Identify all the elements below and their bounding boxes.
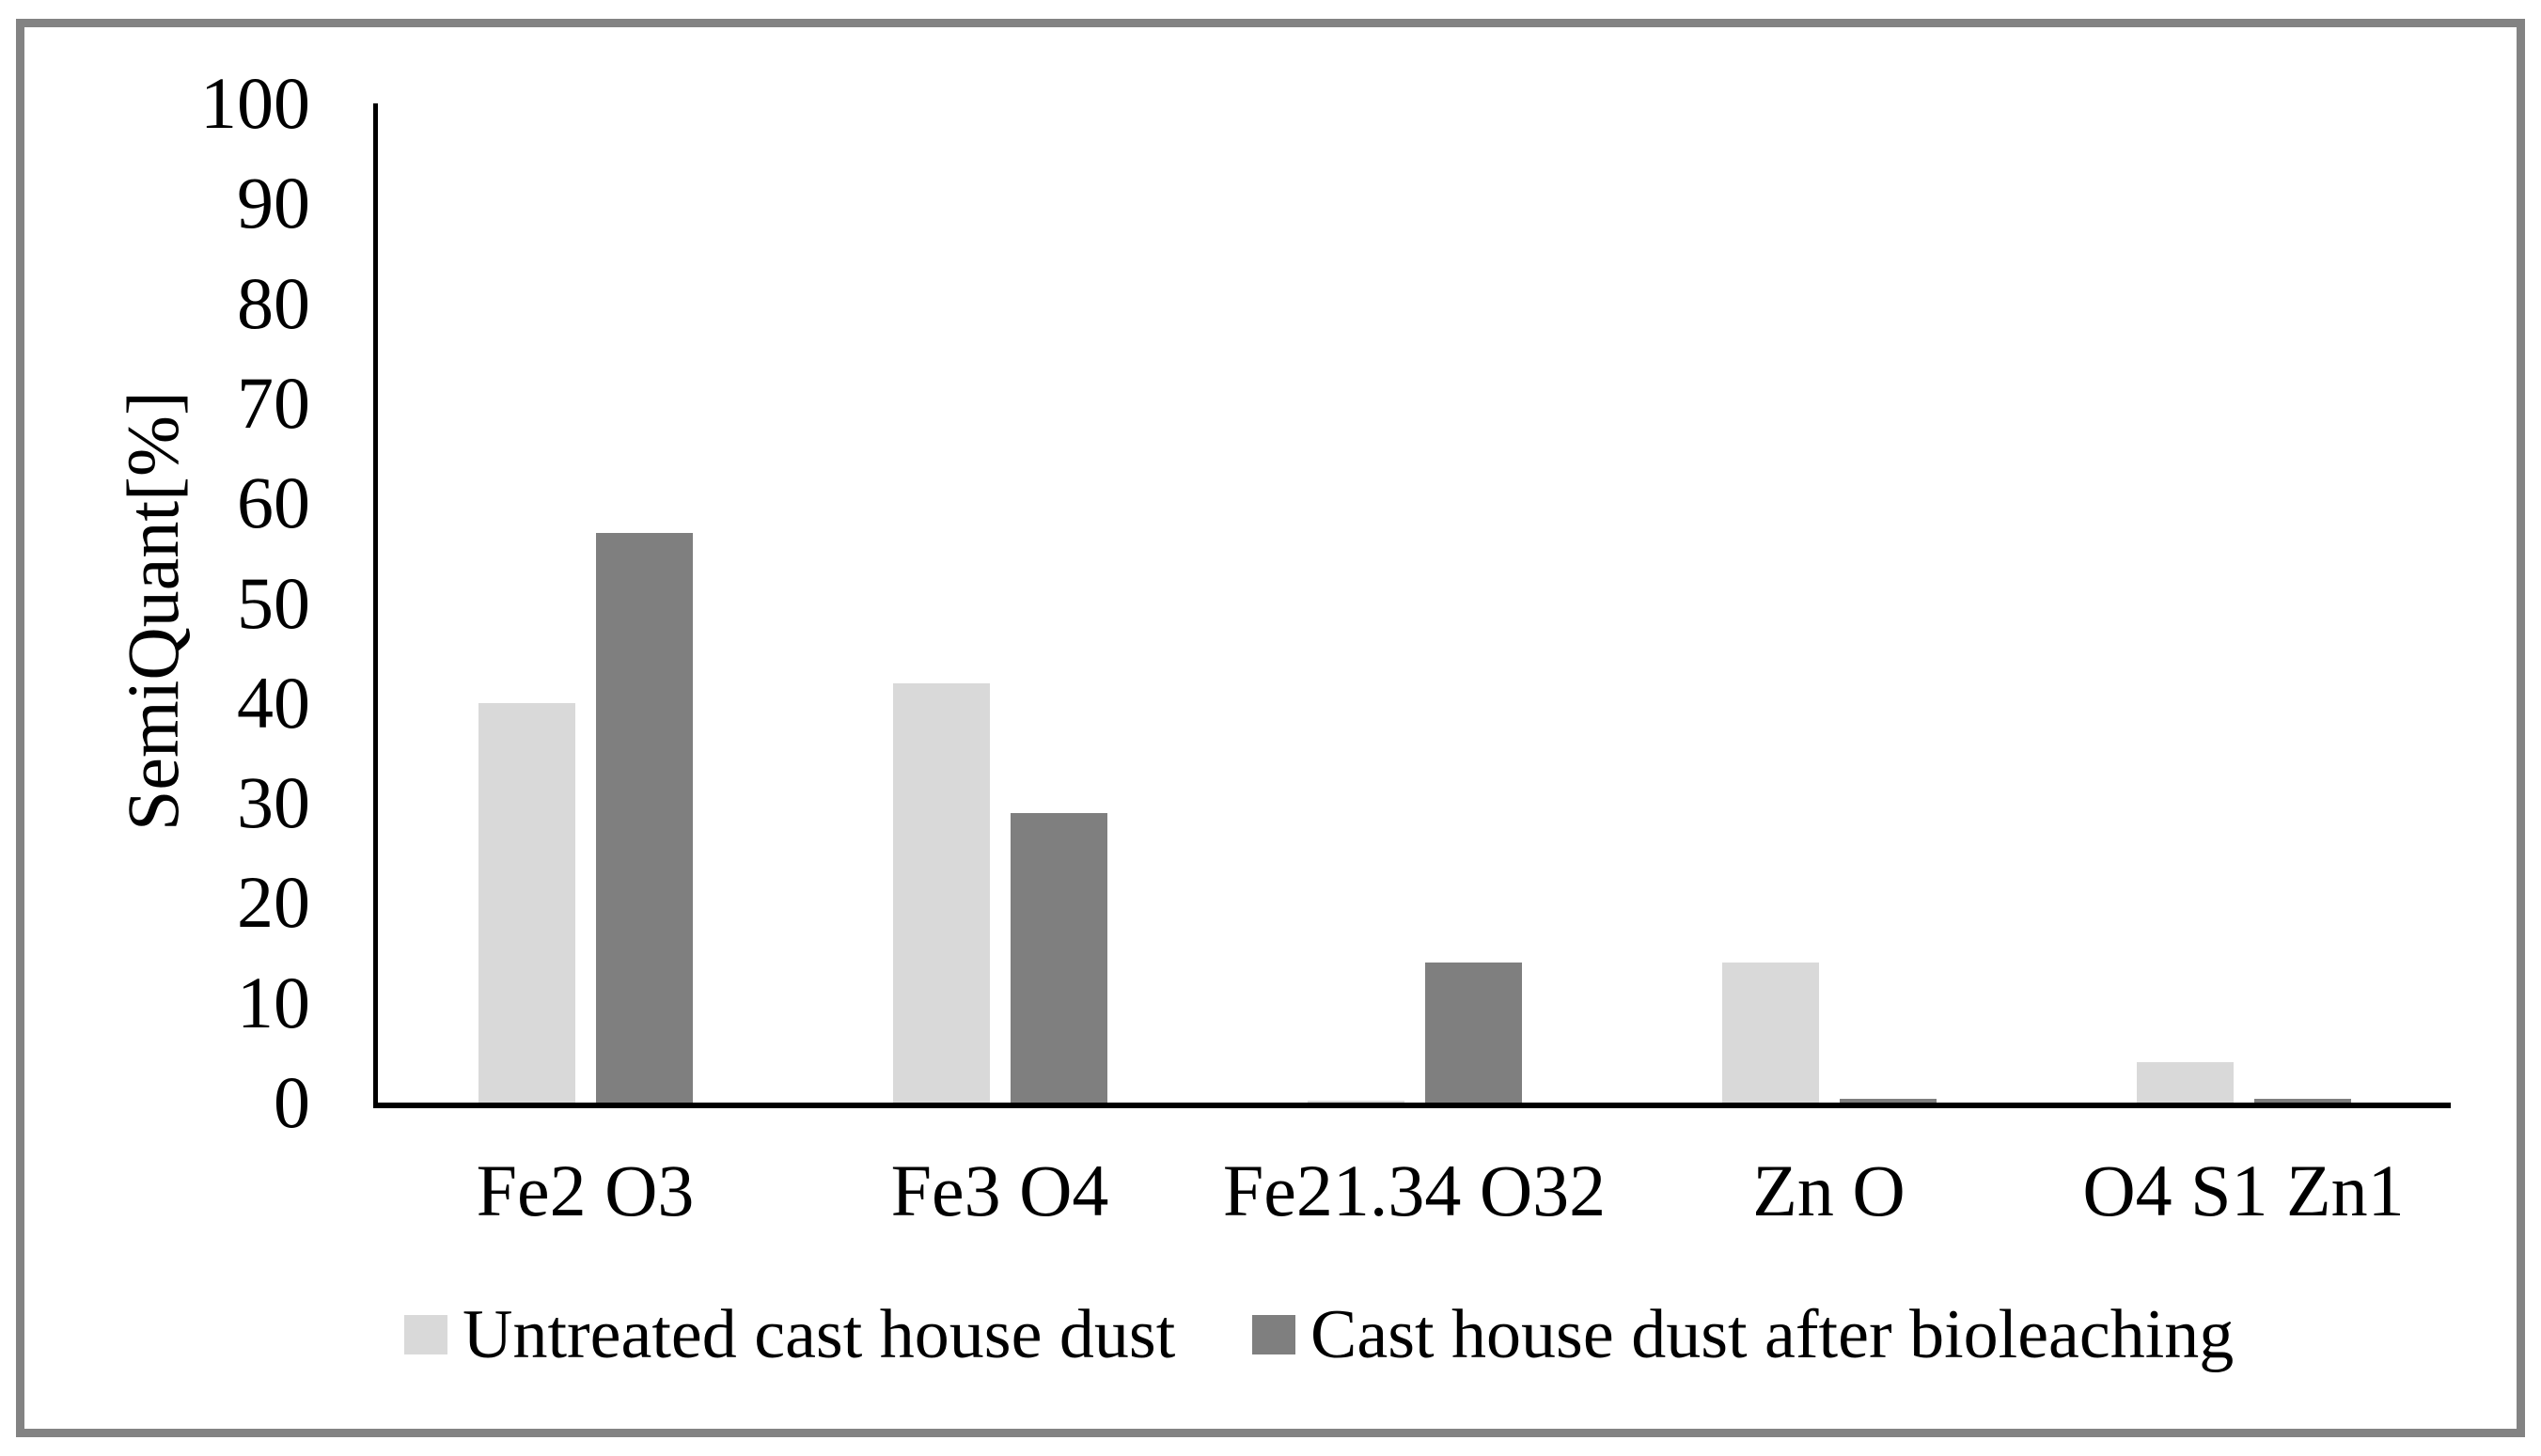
figure-border-frame — [16, 19, 2525, 1437]
y-tick-label: 60 — [237, 462, 310, 544]
bar-untreated-zno — [1721, 963, 1819, 1103]
legend-label: Cast house dust after bioleaching — [1310, 1296, 2235, 1373]
legend-item-bioleached: Cast house dust after bioleaching — [1252, 1300, 2234, 1370]
bar-bioleached-o4s1zn1 — [2253, 1098, 2351, 1103]
x-axis-label: Zn O — [1752, 1150, 1906, 1231]
x-axis-label: Fe21.34 O32 — [1222, 1150, 1607, 1231]
legend-swatch-icon — [1252, 1315, 1295, 1354]
plot-area — [373, 103, 2451, 1108]
y-tick-label: 70 — [237, 361, 310, 444]
y-tick-label: 20 — [237, 861, 310, 944]
bar-bioleached-zno — [1839, 1098, 1937, 1103]
bar-bioleached-fe2o3 — [595, 533, 693, 1103]
legend-swatch-icon — [404, 1315, 447, 1354]
x-axis-label: Fe3 O4 — [890, 1150, 1109, 1231]
legend-label: Untreated cast house dust — [463, 1296, 1176, 1373]
y-tick-label: 10 — [237, 961, 310, 1043]
x-axis-label: Fe2 O3 — [476, 1150, 695, 1231]
legend-item-untreated: Untreated cast house dust — [404, 1300, 1175, 1370]
bar-untreated-o4s1zn1 — [2136, 1062, 2234, 1103]
y-tick-label: 90 — [237, 162, 310, 244]
bar-untreated-fe3o4 — [892, 682, 990, 1103]
y-tick-label: 50 — [237, 561, 310, 644]
bar-untreated-fe2o3 — [478, 702, 575, 1103]
y-tick-label: 80 — [237, 261, 310, 344]
x-axis-label: O4 S1 Zn1 — [2082, 1150, 2405, 1231]
bar-bioleached-fe3o4 — [1010, 812, 1107, 1103]
bar-bioleached-fe2134o32 — [1424, 963, 1522, 1103]
y-tick-label: 0 — [274, 1061, 310, 1143]
y-tick-label: 30 — [237, 761, 310, 844]
y-tick-label: 40 — [237, 661, 310, 744]
bar-untreated-fe2134o32 — [1307, 1100, 1404, 1103]
y-tick-label: 100 — [200, 62, 310, 144]
